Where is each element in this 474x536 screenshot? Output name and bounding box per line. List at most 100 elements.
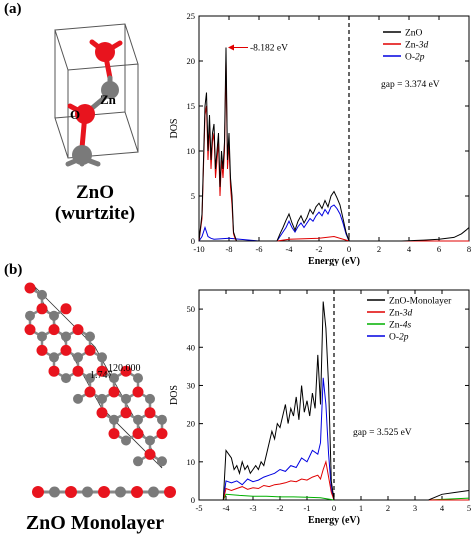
y-axis-label: DOS bbox=[169, 118, 180, 138]
oxygen-atom bbox=[144, 448, 156, 460]
legend-entry: O-2p bbox=[405, 53, 425, 63]
oxygen-atom bbox=[108, 386, 120, 398]
zinc-atom-side bbox=[115, 486, 126, 498]
oxygen-atom-side bbox=[98, 486, 110, 498]
x-tick-label: -4 bbox=[285, 244, 293, 254]
zinc-atom-side bbox=[49, 486, 60, 498]
y-tick-label: 40 bbox=[187, 342, 196, 352]
oxygen-atom-side bbox=[32, 486, 44, 498]
x-axis-label: Energy (eV) bbox=[308, 256, 360, 266]
legend-entry: Zn-3d bbox=[405, 41, 428, 51]
zinc-atom bbox=[73, 393, 83, 404]
x-tick-label: -1 bbox=[303, 503, 310, 513]
zinc-atom bbox=[49, 310, 59, 321]
panel-label-a: (a) bbox=[4, 1, 22, 17]
zinc-atom-side bbox=[148, 486, 159, 498]
y-tick-label: 15 bbox=[187, 101, 196, 111]
y-tick-label: 50 bbox=[187, 304, 196, 314]
oxygen-atom bbox=[36, 303, 48, 315]
legend-entry: ZnO-Monolayer bbox=[389, 297, 452, 307]
series-line-o-2p bbox=[199, 377, 469, 501]
x-tick-label: 4 bbox=[407, 244, 412, 254]
peak-arrow-head bbox=[228, 44, 234, 51]
zinc-atom bbox=[61, 373, 71, 384]
x-tick-label: 8 bbox=[467, 244, 471, 254]
x-tick-label: 0 bbox=[347, 244, 351, 254]
x-tick-label: -8 bbox=[225, 244, 232, 254]
y-axis-label: DOS bbox=[169, 385, 180, 405]
x-axis-label: Energy (eV) bbox=[308, 515, 360, 526]
zinc-atom bbox=[85, 373, 95, 384]
zinc-atom bbox=[97, 393, 107, 404]
zinc-atom bbox=[109, 373, 119, 384]
dos-chart-wurtzite: -10 -8 -6 -4 -2 0 2 4 6 8 0 5 10 15 20 25 Energy (eV) DOS… bbox=[169, 11, 471, 266]
zinc-atom bbox=[157, 456, 167, 467]
gap-annotation: gap = 3.374 eV bbox=[381, 80, 440, 90]
x-tick-label: 2 bbox=[386, 503, 390, 513]
oxygen-atom-side bbox=[65, 486, 77, 498]
oxygen-atom bbox=[48, 365, 60, 377]
x-tick-label: 0 bbox=[332, 503, 336, 513]
oxygen-atom bbox=[96, 407, 108, 419]
oxygen-atom bbox=[24, 282, 36, 294]
gap-annotation: gap = 3.525 eV bbox=[353, 428, 412, 438]
oxygen-atom-top bbox=[95, 42, 115, 62]
oxygen-atom bbox=[84, 344, 96, 356]
zinc-atom bbox=[73, 352, 83, 363]
oxygen-atom bbox=[132, 386, 144, 398]
zinc-atom-top bbox=[101, 81, 119, 99]
oxygen-atom bbox=[120, 365, 132, 377]
zinc-atom bbox=[37, 331, 47, 342]
zinc-atom bbox=[121, 393, 131, 404]
angle-label: 120.000 bbox=[108, 363, 141, 374]
atom-label-o: O bbox=[70, 107, 80, 122]
atom-label-zn: Zn bbox=[100, 92, 117, 107]
legend-entry: Zn-3d bbox=[389, 309, 412, 319]
zinc-atom bbox=[109, 414, 119, 425]
oxygen-atom bbox=[36, 344, 48, 356]
bond-length-label: 1.747 bbox=[90, 370, 113, 381]
zinc-atom bbox=[121, 435, 131, 446]
zinc-atom bbox=[145, 393, 155, 404]
wurtzite-structure: Zn O bbox=[54, 23, 139, 167]
legend-entry: O-2p bbox=[389, 333, 409, 343]
zinc-atom bbox=[37, 289, 47, 300]
oxygen-atom bbox=[156, 428, 168, 440]
y-tick-label: 25 bbox=[187, 11, 196, 21]
monolayer-title: ZnO Monolayer bbox=[25, 512, 165, 534]
legend-entry: Zn-4s bbox=[389, 321, 411, 331]
x-tick-label: -4 bbox=[222, 503, 230, 513]
zinc-atom bbox=[85, 331, 95, 342]
x-tick-label: 6 bbox=[437, 244, 441, 254]
zinc-atom-side bbox=[82, 486, 93, 498]
x-tick-label: 4 bbox=[440, 503, 445, 513]
plot-frame bbox=[198, 15, 470, 242]
oxygen-atom bbox=[24, 324, 36, 336]
zinc-atom bbox=[49, 352, 59, 363]
oxygen-atom bbox=[144, 407, 156, 419]
monolayer-structure: 120.000 1.747 bbox=[24, 282, 176, 498]
wurtzite-title: ZnO bbox=[75, 182, 115, 203]
oxygen-atom bbox=[60, 344, 72, 356]
series-line-zno-monolayer bbox=[199, 301, 470, 501]
legend-entry: ZnO bbox=[405, 29, 423, 39]
x-tick-label: 3 bbox=[413, 503, 417, 513]
y-tick-label: 0 bbox=[191, 236, 195, 246]
oxygen-atom bbox=[84, 386, 96, 398]
wurtzite-subtitle: (wurtzite) bbox=[54, 203, 136, 224]
zinc-atom bbox=[97, 352, 107, 363]
oxygen-atom-middle bbox=[75, 104, 95, 124]
oxygen-atom bbox=[72, 324, 84, 336]
x-tick-label: -2 bbox=[315, 244, 322, 254]
series-line-zn-3d bbox=[199, 459, 469, 501]
zinc-atom bbox=[133, 456, 143, 467]
peak-annotation: -8.182 eV bbox=[250, 44, 288, 54]
panel-label-b: (b) bbox=[4, 262, 23, 278]
zinc-atom bbox=[133, 373, 143, 384]
oxygen-atom bbox=[120, 407, 132, 419]
x-tick-label: 2 bbox=[377, 244, 381, 254]
oxygen-atom bbox=[48, 324, 60, 336]
zinc-atom bbox=[133, 414, 143, 425]
y-tick-label: 30 bbox=[187, 380, 196, 390]
